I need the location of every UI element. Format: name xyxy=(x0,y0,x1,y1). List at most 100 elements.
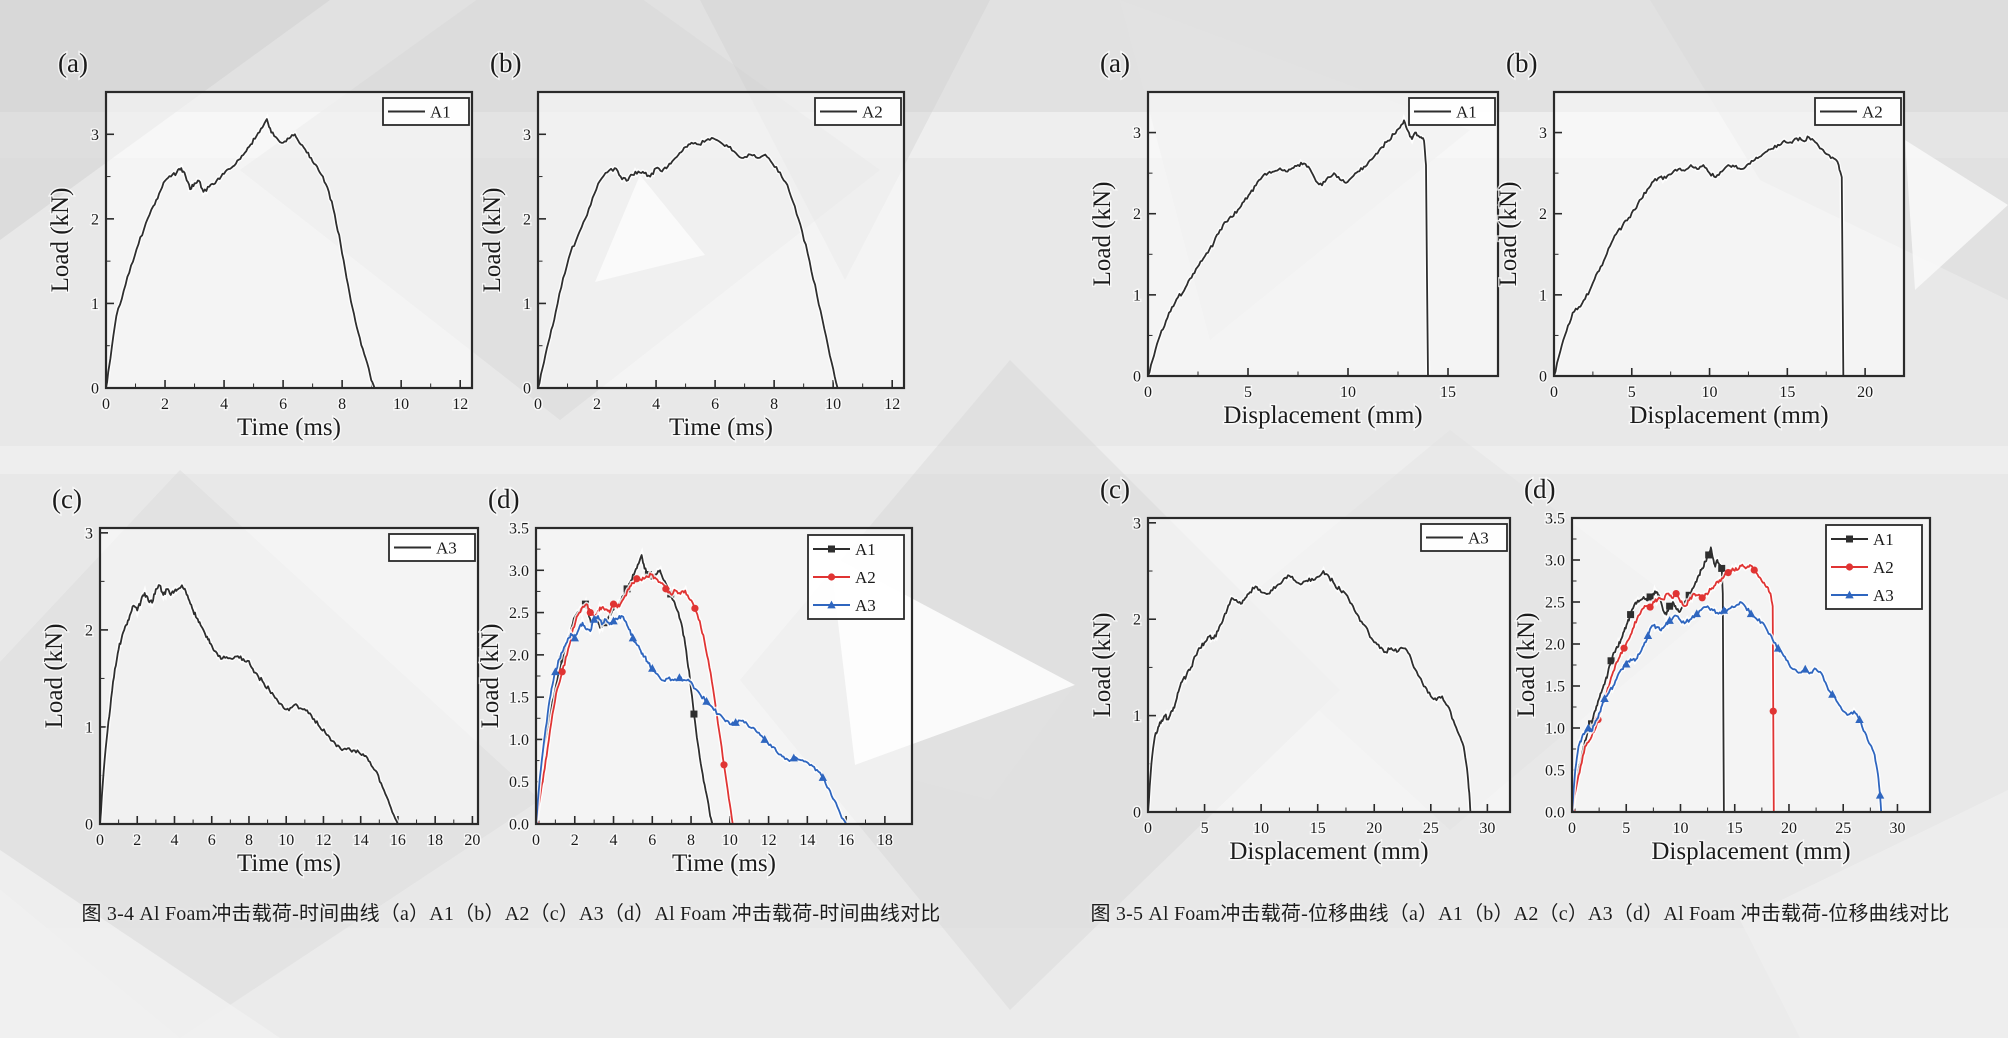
series-marker-triangle xyxy=(1855,715,1864,723)
y-tick-label: 1 xyxy=(1133,708,1141,725)
chart-panel-fig-3-4-d: 0 2 4 6 8 10 12 14 16 18 0.0 0.5 1.0 1.5 2.0 2.5 3.0 3.5 T… xyxy=(476,478,924,880)
x-tick-label: 4 xyxy=(610,832,618,849)
series-marker-square xyxy=(690,710,698,718)
series-marker-triangle xyxy=(1584,723,1593,732)
series-marker-circle xyxy=(827,573,836,581)
y-axis-title: Load (kN) xyxy=(42,624,68,729)
x-tick-label: 18 xyxy=(427,832,443,849)
series-marker-triangle xyxy=(1801,664,1810,673)
series-marker-circle xyxy=(609,600,618,608)
x-tick-label: 2 xyxy=(571,832,579,849)
y-tick-label: 1 xyxy=(91,296,99,313)
x-tick-label: 10 xyxy=(722,832,738,849)
series-marker-triangle xyxy=(789,753,798,762)
y-tick-label: 3 xyxy=(85,525,93,542)
series-marker-square xyxy=(1646,593,1654,601)
series-marker-triangle xyxy=(1875,790,1885,799)
chart-panel-fig-3-4-b: 0 2 4 6 8 10 12 0 1 2 3 Time (ms) Load (kN) (b) A2 xyxy=(478,42,916,444)
legend: A1 xyxy=(1408,97,1496,126)
series-marker-square xyxy=(1588,720,1596,728)
x-tick-label: 20 xyxy=(1857,384,1873,401)
y-axis-title: Load (kN) xyxy=(1514,613,1540,718)
y-tick-label: 2.5 xyxy=(509,605,529,622)
x-axis-title: Time (ms) xyxy=(672,850,776,877)
series-line-A2 xyxy=(539,136,839,387)
series-marker-circle xyxy=(662,585,670,593)
x-axis-title: Displacement (mm) xyxy=(1651,838,1850,865)
x-tick-label: 2 xyxy=(161,396,169,413)
series-marker-triangle xyxy=(827,600,836,609)
series-marker-circle xyxy=(1845,563,1854,571)
x-tick-label: 12 xyxy=(761,832,777,849)
series-marker-triangle xyxy=(1845,590,1854,599)
chart-svg-fig-3-4-d: 0 2 4 6 8 10 12 14 16 18 0.0 0.5 1.0 1.5 2.0 2.5 3.0 3.5 T… xyxy=(476,483,914,879)
series-line-A1 xyxy=(107,118,376,387)
legend-label-A2: A2 xyxy=(855,568,876,587)
plot-frame xyxy=(1146,516,1512,814)
y-tick-label: 3 xyxy=(1133,515,1141,532)
y-tick-label: 3.0 xyxy=(1545,553,1565,570)
x-tick-label: 0 xyxy=(532,832,540,849)
x-tick-label: 15 xyxy=(1727,820,1743,837)
x-tick-label: 0 xyxy=(1144,820,1152,837)
x-tick-label: 6 xyxy=(648,832,656,849)
panel-label: (d) xyxy=(488,484,519,514)
legend-label-A3: A3 xyxy=(436,539,457,558)
series-marker-circle xyxy=(1620,644,1628,652)
x-tick-label: 8 xyxy=(687,832,695,849)
series-marker-triangle xyxy=(1665,616,1674,624)
y-tick-label: 0.0 xyxy=(509,817,529,834)
chart-panel-fig-3-4-a: 0 2 4 6 8 10 12 0 1 2 3 Time (ms) Load (kN) (a) A1 xyxy=(46,42,484,444)
series-marker-triangle xyxy=(551,667,560,676)
x-tick-label: 0 xyxy=(1144,384,1152,401)
y-axis-title: Load (kN) xyxy=(1090,182,1116,287)
x-tick-label: 16 xyxy=(390,832,406,849)
plot-frame xyxy=(98,526,480,826)
y-tick-label: 0 xyxy=(1133,805,1141,822)
series-marker-triangle xyxy=(1719,606,1729,614)
x-tick-label: 0 xyxy=(102,396,110,413)
plot-area xyxy=(538,92,904,388)
series-marker-triangle xyxy=(818,773,828,781)
x-tick-label: 10 xyxy=(1672,820,1688,837)
series-marker-circle xyxy=(1724,569,1732,577)
series-marker-triangle xyxy=(570,633,579,642)
plot-frame xyxy=(1552,90,1906,378)
series-marker-square xyxy=(1718,564,1726,572)
series-marker-triangle xyxy=(1828,690,1837,698)
plot-area xyxy=(1148,518,1510,812)
chart-panel-fig-3-5-d: 0 5 10 15 20 25 30 0.0 0.5 1.0 1.5 2.0 2.5 3.0 3.5 Disp… xyxy=(1512,468,1942,868)
y-axis-title: Load (kN) xyxy=(48,188,74,293)
x-tick-label: 20 xyxy=(464,832,480,849)
series-marker-circle xyxy=(720,761,728,769)
y-tick-label: 0.5 xyxy=(1545,763,1565,780)
y-tick-label: 2 xyxy=(523,211,531,228)
x-tick-label: 2 xyxy=(593,396,601,413)
y-tick-label: 2.0 xyxy=(1545,637,1565,654)
y-tick-label: 2.5 xyxy=(1545,595,1565,612)
series-group xyxy=(1149,566,1473,811)
figure-caption-3-4: 图 3-4 Al Foam冲击载荷-时间曲线（a）A1（b）A2（c）A3（d）… xyxy=(81,903,941,925)
series-marker-circle xyxy=(691,604,699,612)
y-axis-title: Load (kN) xyxy=(478,624,504,729)
chart-svg-fig-3-5-b: 0 5 10 15 20 0 1 2 3 Displacement (mm) Load (kN) (b… xyxy=(1494,47,1906,431)
legend-label-A1: A1 xyxy=(430,103,451,122)
x-tick-label: 15 xyxy=(1779,384,1795,401)
series-line-A2 xyxy=(537,572,734,823)
series-group xyxy=(1573,546,1885,811)
panel-label: (c) xyxy=(52,484,82,514)
series-marker-circle xyxy=(1750,566,1758,574)
x-axis-title: Time (ms) xyxy=(237,414,341,441)
x-tick-label: 25 xyxy=(1423,820,1439,837)
legend-label-A3: A3 xyxy=(1873,586,1894,605)
legend-label-A1: A1 xyxy=(1873,530,1894,549)
series-marker-circle xyxy=(633,575,641,583)
y-tick-label: 2 xyxy=(1133,612,1141,629)
panel-label: (c) xyxy=(1100,474,1130,504)
series-line-A1 xyxy=(1149,119,1429,375)
axes: 0 5 10 15 20 25 30 0.0 0.5 1.0 1.5 2.0 2.5 3.0 3.5 xyxy=(1544,509,1907,839)
series-marker-triangle xyxy=(1692,609,1701,618)
